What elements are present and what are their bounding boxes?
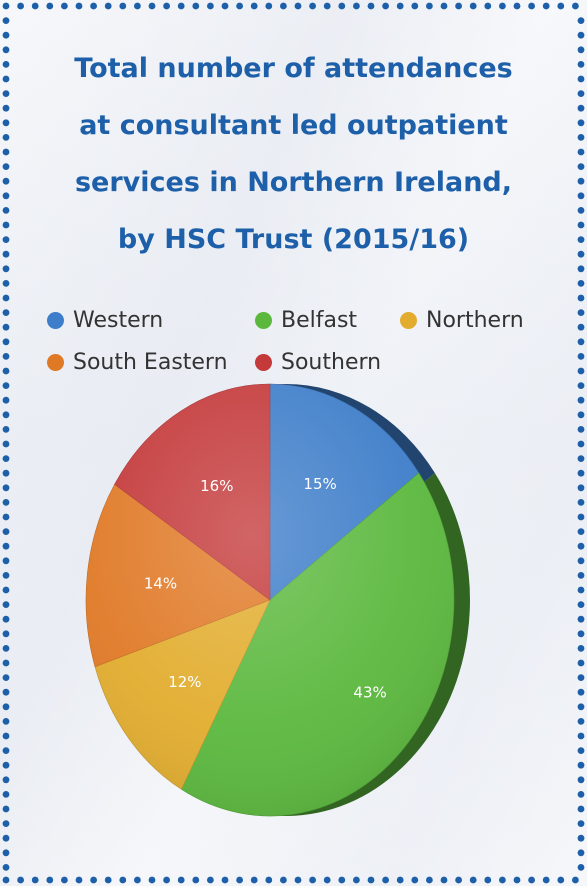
- legend-label-belfast: Belfast: [281, 308, 358, 333]
- legend-swatch-belfast: [255, 312, 272, 329]
- legend-item-southern: Southern: [255, 350, 381, 375]
- pie-label-belfast: 43%: [353, 683, 386, 701]
- pie-sheen: [86, 384, 454, 816]
- legend-item-belfast: Belfast: [255, 308, 357, 333]
- pie-label-western: 15%: [303, 475, 336, 493]
- legend-label-southern: Southern: [281, 350, 382, 375]
- chart-title-line-1: Total number of attendances: [74, 53, 513, 84]
- legend-item-northern: Northern: [400, 308, 524, 333]
- pie-labels: 15% 43% 12% 14% 16%: [144, 475, 387, 701]
- legend-swatch-western: [47, 312, 64, 329]
- legend-swatch-southern: [255, 354, 272, 371]
- chart-title: Total number of attendances at consultan…: [20, 40, 567, 268]
- pie-label-south-eastern: 14%: [144, 574, 177, 592]
- chart-title-line-3: services in Northern Ireland,: [74, 167, 512, 198]
- chart-title-line-4: by HSC Trust (2015/16): [117, 224, 470, 255]
- legend-label-south-eastern: South Eastern: [73, 350, 228, 375]
- pie-label-northern: 12%: [168, 673, 201, 691]
- legend-swatch-northern: [400, 312, 417, 329]
- legend-label-northern: Northern: [426, 308, 524, 333]
- legend-item-south-eastern: South Eastern: [47, 350, 228, 375]
- pie-label-southern: 16%: [200, 477, 233, 495]
- pie-slices: [85, 383, 455, 817]
- legend-swatch-south-eastern: [47, 354, 64, 371]
- legend-label-western: Western: [73, 308, 164, 333]
- chart-title-line-2: at consultant led outpatient: [79, 110, 508, 141]
- legend-item-western: Western: [47, 308, 163, 333]
